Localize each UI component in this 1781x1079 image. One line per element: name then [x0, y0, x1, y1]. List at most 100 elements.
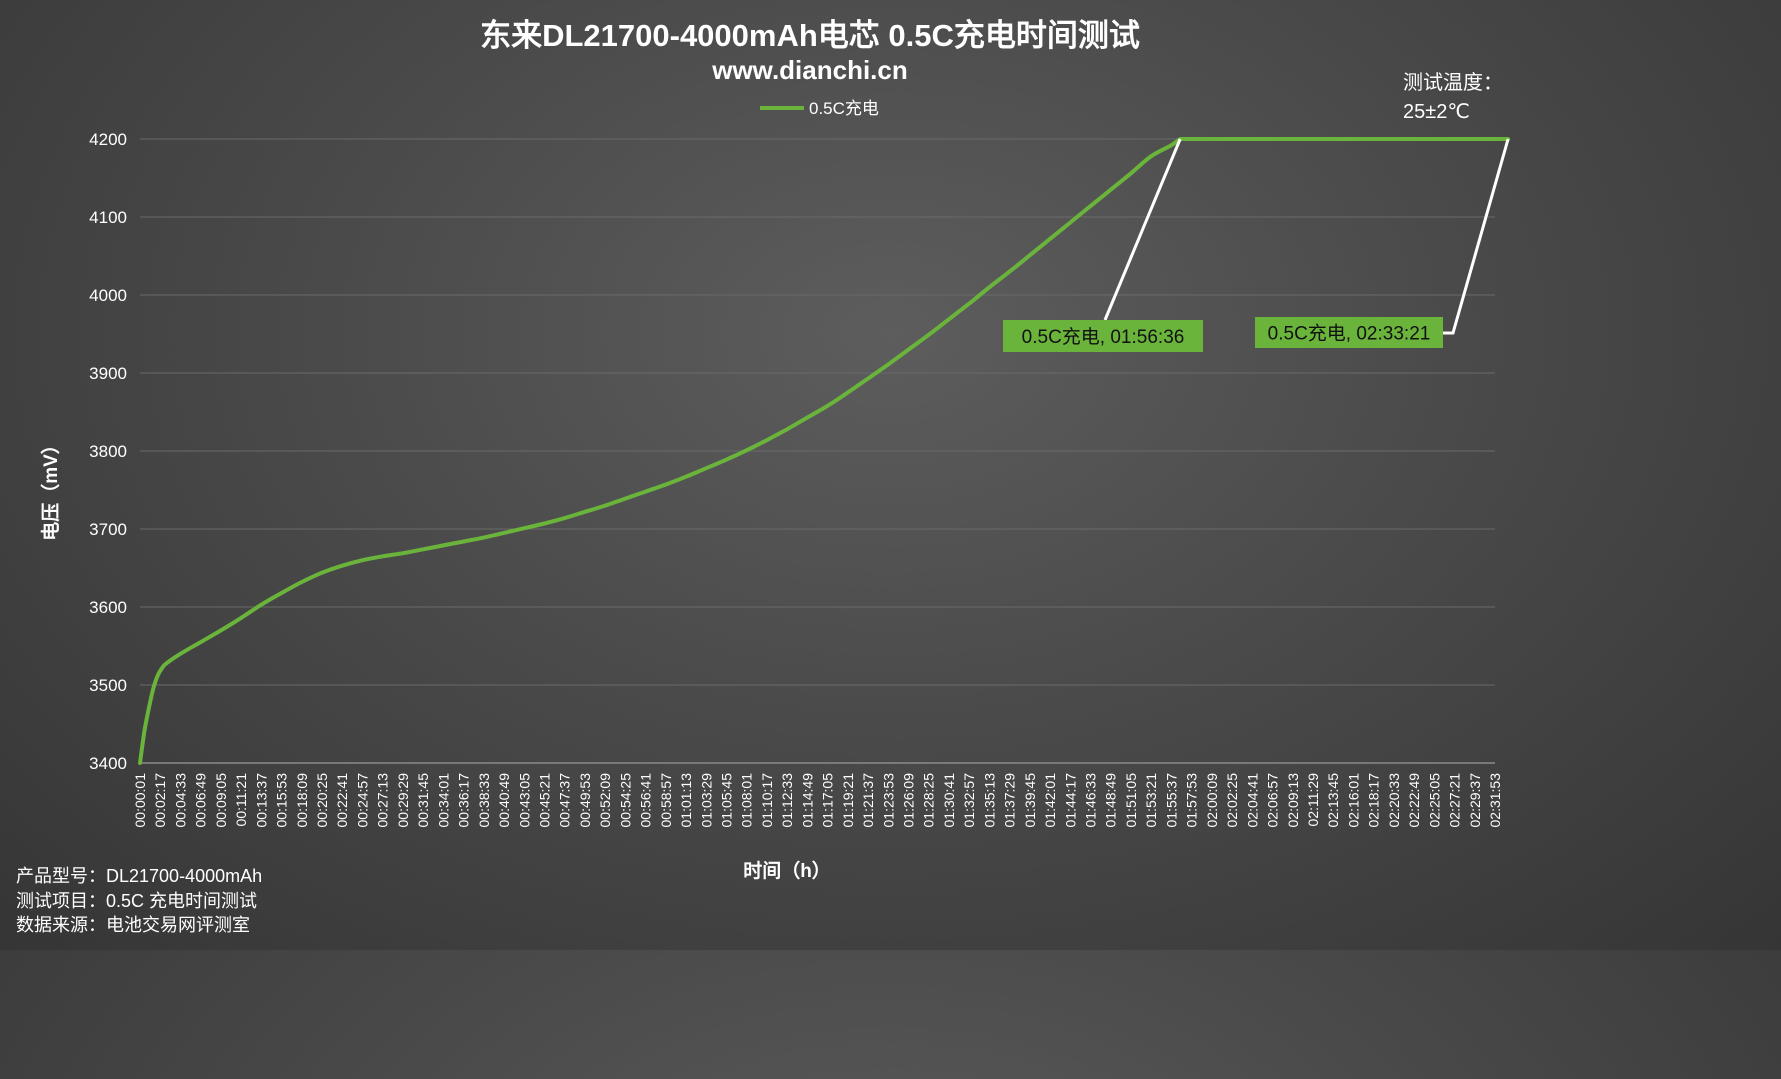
x-tick-label: 01:35:13 [981, 773, 997, 828]
annotation-label-box [1255, 317, 1443, 348]
x-tick-label: 00:54:25 [617, 773, 633, 828]
series-line [138, 137, 1511, 765]
legend: 0.5C充电 [760, 99, 879, 118]
x-tick-label: 01:42:01 [1042, 773, 1058, 828]
x-axis: 00:00:01 00:02:17 00:04:33 00:06:49 00:09:05… [132, 773, 1503, 828]
y-tick-label: 4000 [89, 286, 127, 305]
y-tick-label: 3700 [89, 520, 127, 539]
x-tick-label: 00:09:05 [213, 773, 229, 828]
x-tick-label: 02:00:09 [1204, 773, 1220, 828]
annotations: 0.5C充电, 01:56:36 0.5C充电, 02:33:21 [1003, 138, 1510, 352]
info-test-item: 测试项目：0.5C 充电时间测试 [16, 891, 257, 911]
x-tick-label: 01:26:09 [901, 773, 917, 828]
x-tick-label: 01:19:21 [840, 773, 856, 828]
x-tick-label: 00:22:41 [334, 773, 350, 828]
y-tick-label: 3400 [89, 754, 127, 773]
x-tick-label: 00:20:25 [314, 773, 330, 828]
x-tick-label: 01:21:37 [860, 773, 876, 828]
x-tick-label: 01:28:25 [921, 773, 937, 828]
x-tick-label: 01:23:53 [880, 773, 896, 828]
info-model: 产品型号：DL21700-4000mAh [16, 866, 262, 886]
x-tick-label: 01:01:13 [678, 773, 694, 828]
x-tick-label: 01:17:05 [820, 773, 836, 828]
y-tick-label: 4200 [89, 130, 127, 149]
x-tick-label: 00:24:57 [354, 773, 370, 828]
x-tick-label: 01:12:33 [779, 773, 795, 828]
y-tick-label: 4100 [89, 208, 127, 227]
x-tick-label: 02:25:05 [1426, 773, 1442, 828]
x-tick-label: 02:02:25 [1224, 773, 1240, 828]
x-tick-label: 01:44:17 [1062, 773, 1078, 828]
x-tick-label: 01:57:53 [1184, 773, 1200, 828]
x-tick-label: 00:11:21 [233, 773, 249, 827]
x-tick-label: 00:18:09 [294, 773, 310, 828]
x-tick-label: 00:04:33 [172, 773, 188, 828]
y-tick-label: 3800 [89, 442, 127, 461]
x-tick-label: 02:09:13 [1285, 773, 1301, 828]
x-tick-label: 00:27:13 [375, 773, 391, 828]
x-tick-label: 01:32:57 [961, 773, 977, 828]
x-tick-label: 01:53:21 [1143, 773, 1159, 828]
x-axis-label: 时间（h） [743, 859, 831, 882]
x-tick-label: 01:14:49 [799, 773, 815, 828]
x-tick-label: 01:39:45 [1022, 773, 1038, 828]
x-tick-label: 00:31:45 [415, 773, 431, 828]
y-tick-label: 3600 [89, 598, 127, 617]
x-tick-label: 01:03:29 [698, 773, 714, 828]
x-tick-label: 01:08:01 [739, 773, 755, 828]
x-tick-label: 00:00:01 [132, 773, 148, 828]
y-tick-label: 3500 [89, 676, 127, 695]
series-layer [138, 137, 1511, 765]
x-tick-label: 00:36:17 [456, 773, 472, 828]
annotation-leader-line [1443, 138, 1510, 335]
y-axis-label: 电压（mV） [39, 435, 62, 541]
x-tick-label: 01:55:37 [1163, 773, 1179, 828]
x-tick-label: 02:20:33 [1386, 773, 1402, 828]
x-tick-label: 01:37:29 [1002, 773, 1018, 828]
x-tick-label: 00:34:01 [435, 773, 451, 828]
x-tick-label: 02:31:53 [1487, 773, 1503, 828]
chart-canvas: 东来DL21700-4000mAh电芯 0.5C充电时间测试 www.dianc… [16, 18, 1511, 935]
x-tick-label: 00:45:21 [536, 773, 552, 828]
annotation-label: 0.5C充电, 02:33:21 [1268, 323, 1431, 345]
x-tick-label: 00:38:33 [476, 773, 492, 828]
x-tick-label: 02:13:45 [1325, 773, 1341, 828]
x-tick-label: 00:13:37 [253, 773, 269, 828]
x-tick-label: 01:46:33 [1083, 773, 1099, 828]
x-tick-label: 00:06:49 [193, 773, 209, 828]
x-tick-label: 02:04:41 [1244, 773, 1260, 828]
x-tick-label: 02:22:49 [1406, 773, 1422, 828]
x-tick-label: 00:47:37 [557, 773, 573, 828]
temperature-note-line1: 测试温度： [1403, 71, 1503, 94]
temperature-note-line2: 25±2℃ [1403, 101, 1470, 123]
x-tick-label: 00:02:17 [152, 773, 168, 828]
x-tick-label: 00:49:53 [577, 773, 593, 828]
x-tick-label: 00:40:49 [496, 773, 512, 828]
x-tick-label: 00:58:57 [658, 773, 674, 828]
x-tick-label: 02:29:37 [1467, 773, 1483, 828]
info-data-source: 数据来源：电池交易网评测室 [16, 915, 250, 935]
x-tick-label: 02:18:17 [1366, 773, 1382, 828]
x-tick-label: 00:29:29 [395, 773, 411, 828]
y-axis: 3400 3500 3600 3700 3800 3900 4000 4100 4200 [89, 130, 1495, 773]
x-tick-label: 01:30:41 [941, 773, 957, 828]
x-tick-label: 02:11:29 [1305, 773, 1321, 827]
chart-subtitle: www.dianchi.cn [711, 55, 908, 85]
legend-label: 0.5C充电 [809, 99, 879, 118]
x-tick-label: 01:10:17 [759, 773, 775, 828]
x-tick-label: 01:48:49 [1103, 773, 1119, 828]
x-tick-label: 02:27:21 [1447, 773, 1463, 828]
annotation-leader-line [1103, 138, 1182, 321]
x-tick-label: 02:06:57 [1265, 773, 1281, 828]
annotation-label: 0.5C充电, 01:56:36 [1022, 326, 1185, 348]
chart-title: 东来DL21700-4000mAh电芯 0.5C充电时间测试 [480, 18, 1140, 53]
x-tick-label: 01:05:45 [718, 773, 734, 828]
x-tick-label: 00:56:41 [638, 773, 654, 828]
x-tick-label: 01:51:05 [1123, 773, 1139, 828]
gridlines [140, 138, 1495, 764]
x-tick-label: 00:52:09 [597, 773, 613, 828]
annotation-label-box [1003, 320, 1203, 352]
x-tick-label: 00:43:05 [516, 773, 532, 828]
y-tick-label: 3900 [89, 364, 127, 383]
x-tick-label: 02:16:01 [1345, 773, 1361, 828]
